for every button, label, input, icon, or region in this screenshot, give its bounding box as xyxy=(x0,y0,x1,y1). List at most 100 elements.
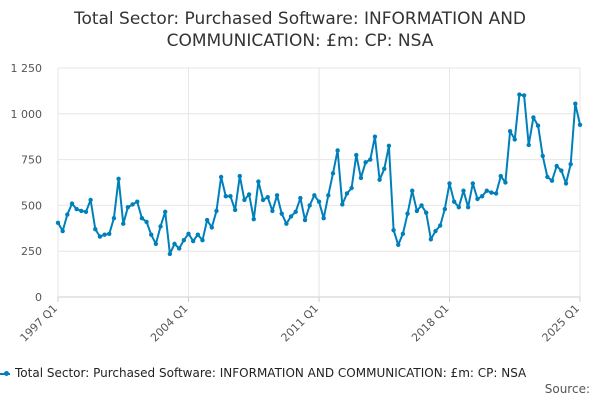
data-point xyxy=(423,210,429,215)
y-tick-label: 1 000 xyxy=(11,108,43,121)
chart-title: Total Sector: Purchased Software: INFORM… xyxy=(0,8,600,52)
data-point xyxy=(79,208,84,214)
data-point xyxy=(162,209,168,215)
data-point xyxy=(186,231,191,236)
data-point xyxy=(195,232,201,237)
data-point xyxy=(358,175,364,181)
data-point xyxy=(153,241,159,247)
data-point xyxy=(400,231,406,236)
x-tick-label: 1997 Q1 xyxy=(18,302,61,345)
data-point xyxy=(447,181,452,186)
legend-label: Total Sector: Purchased Software: INFORM… xyxy=(15,367,527,380)
data-point xyxy=(121,221,126,226)
data-point xyxy=(144,219,149,225)
data-point xyxy=(326,193,331,198)
data-point xyxy=(204,217,210,223)
y-tick-label: 500 xyxy=(21,199,42,212)
data-point xyxy=(475,196,480,202)
source-label: Source: xyxy=(544,382,590,396)
data-point xyxy=(97,234,103,239)
data-point xyxy=(377,177,382,182)
chart-title-line-2: COMMUNICATION: £m: CP: NSA xyxy=(166,31,434,51)
data-point xyxy=(503,180,508,185)
x-tick-label: 2004 Q1 xyxy=(148,302,191,345)
data-point xyxy=(484,188,489,193)
data-point xyxy=(232,207,238,213)
data-point xyxy=(330,171,336,176)
gridlines xyxy=(57,67,581,298)
data-point xyxy=(256,179,261,184)
data-point xyxy=(88,197,93,203)
data-point xyxy=(260,197,266,203)
data-point xyxy=(531,115,536,120)
data-point xyxy=(172,241,177,247)
data-point xyxy=(312,193,317,198)
data-point xyxy=(428,237,434,242)
data-point xyxy=(540,153,545,159)
data-point xyxy=(489,190,494,195)
data-point xyxy=(573,101,578,106)
data-point xyxy=(288,214,294,219)
data-point xyxy=(65,212,70,217)
data-point xyxy=(139,216,145,221)
data-point xyxy=(242,197,247,203)
legend[interactable]: Total Sector: Purchased Software: INFORM… xyxy=(0,367,600,381)
data-point xyxy=(382,166,387,171)
data-point xyxy=(307,203,312,208)
data-point xyxy=(251,216,256,222)
data-point xyxy=(302,217,308,223)
data-point xyxy=(349,185,354,191)
data-point xyxy=(284,221,289,226)
data-point xyxy=(167,251,173,257)
x-tick-label: 2011 Q1 xyxy=(279,302,322,345)
data-point xyxy=(335,148,340,153)
data-point xyxy=(568,161,573,167)
data-point xyxy=(265,194,270,200)
legend-swatch-marker xyxy=(4,371,9,376)
data-point xyxy=(545,174,550,180)
data-point xyxy=(340,202,345,207)
data-point xyxy=(83,209,89,215)
data-point xyxy=(433,228,438,234)
data-point xyxy=(214,208,219,214)
data-point xyxy=(93,227,98,232)
data-point xyxy=(237,173,242,179)
data-point xyxy=(479,194,485,199)
data-point xyxy=(368,157,373,162)
x-axis-ticks: 1997 Q1 2004 Q1 2011 Q1 2018 Q1 2025 Q1 xyxy=(18,297,582,345)
data-point xyxy=(372,134,378,139)
data-point xyxy=(461,188,466,193)
data-point xyxy=(181,238,187,243)
data-point xyxy=(498,173,503,179)
data-point xyxy=(526,142,531,148)
data-point xyxy=(465,205,471,210)
data-point xyxy=(554,163,559,169)
data-point xyxy=(470,181,476,186)
data-point xyxy=(410,188,415,193)
data-point xyxy=(563,181,569,186)
data-point xyxy=(298,195,303,201)
data-point xyxy=(279,211,284,216)
y-tick-label: 750 xyxy=(21,154,42,167)
data-point xyxy=(437,223,443,228)
series-line xyxy=(55,92,583,257)
data-point xyxy=(493,191,499,196)
data-point xyxy=(512,137,517,142)
data-point xyxy=(316,199,322,204)
data-point xyxy=(102,232,107,237)
data-point xyxy=(209,225,215,230)
data-point xyxy=(270,208,275,214)
data-point xyxy=(149,232,154,237)
data-point xyxy=(456,205,462,210)
data-point xyxy=(274,193,280,198)
y-tick-label: 250 xyxy=(21,245,42,258)
data-point xyxy=(190,238,196,244)
data-point xyxy=(218,174,224,180)
data-point xyxy=(176,246,182,251)
data-point xyxy=(55,220,61,226)
data-point xyxy=(228,194,233,199)
data-point xyxy=(517,92,522,97)
data-point xyxy=(135,199,140,204)
data-point xyxy=(559,168,564,173)
